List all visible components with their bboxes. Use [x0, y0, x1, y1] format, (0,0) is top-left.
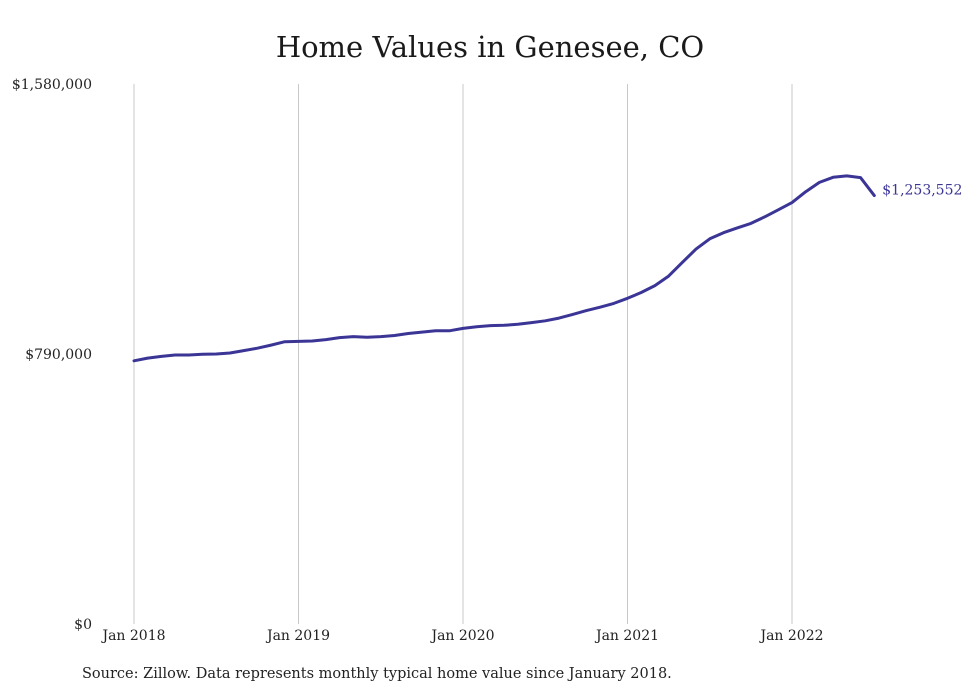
x-tick-label: Jan 2021: [594, 628, 659, 644]
y-axis: $0 $790,000 $1,580,000: [12, 77, 92, 633]
y-tick-label: $1,580,000: [12, 77, 92, 93]
x-tick-label: Jan 2020: [429, 628, 494, 644]
x-tick-label: Jan 2022: [758, 628, 823, 644]
x-tick-label: Jan 2018: [100, 628, 165, 644]
source-note: Source: Zillow. Data represents monthly …: [82, 666, 672, 682]
x-tick-label: Jan 2019: [265, 628, 330, 644]
end-value-label: $1,253,552: [882, 183, 962, 199]
chart-title: Home Values in Genesee, CO: [275, 30, 705, 64]
x-axis: Jan 2018 Jan 2019 Jan 2020 Jan 2021 Jan 2022: [100, 628, 823, 644]
line-chart: $0$790,000$1,580,000 Jan 2018 Jan 2019 Jan…: [12, 77, 963, 644]
y-tick-label: $0: [74, 617, 92, 633]
gridlines: [133, 84, 793, 624]
series-layer: $1,253,552: [132, 174, 962, 363]
series-line: [132, 174, 876, 363]
y-tick-label: $790,000: [25, 347, 92, 363]
